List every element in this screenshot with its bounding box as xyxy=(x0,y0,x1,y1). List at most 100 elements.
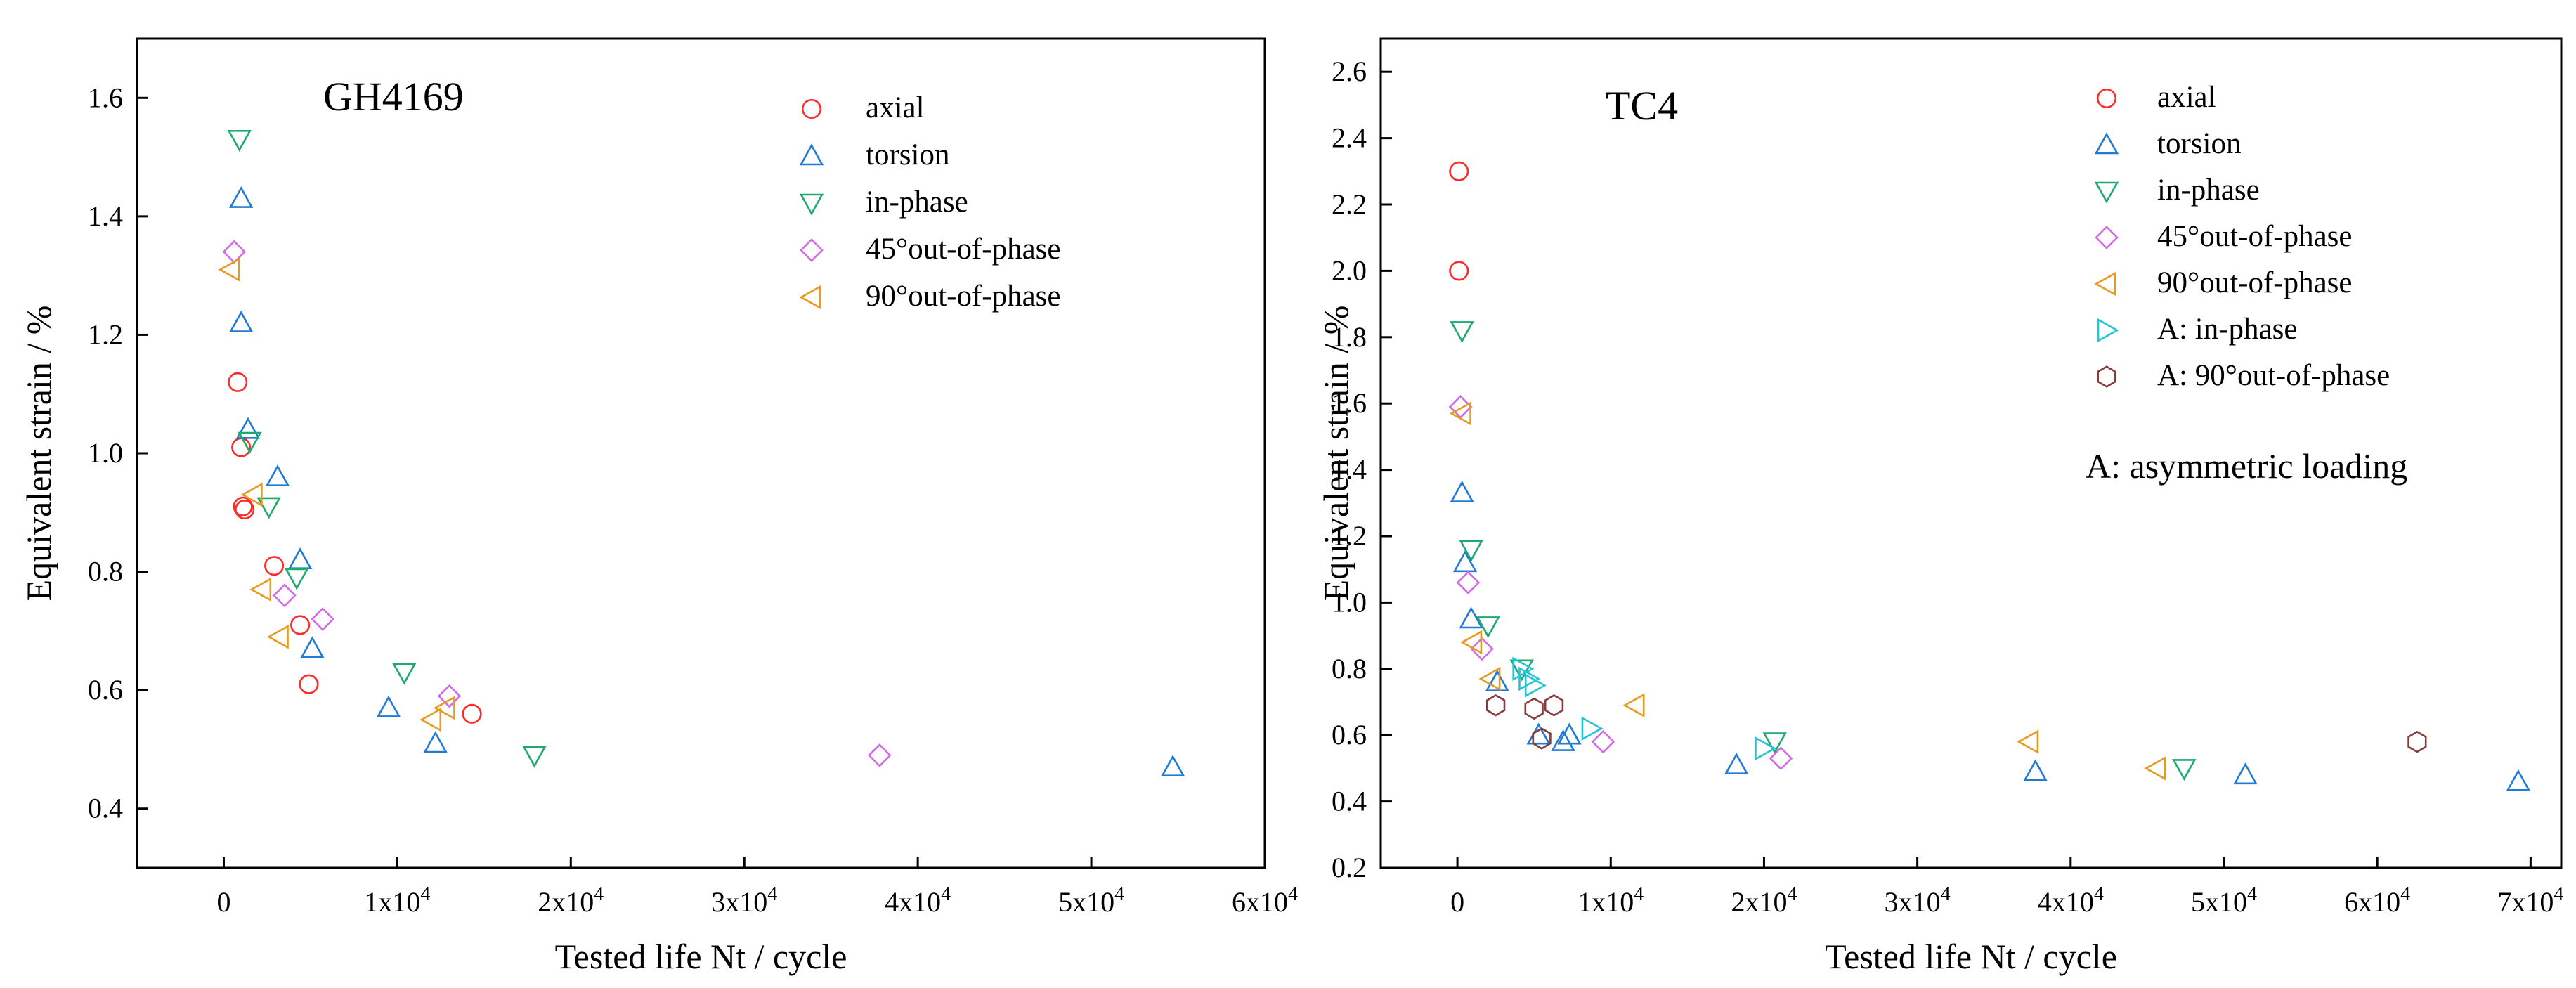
data-point xyxy=(1449,261,1469,281)
data-point xyxy=(867,743,892,767)
legend-label: A: 90°out-of-phase xyxy=(2157,359,2390,392)
data-point xyxy=(1476,616,1500,639)
data-point xyxy=(1449,161,1469,181)
x-tick-exponent: 4 xyxy=(2554,883,2563,905)
legend-marker-a-90-out-of-phase xyxy=(2097,365,2116,388)
x-tick-exponent: 4 xyxy=(1114,883,1124,905)
legend-label: in-phase xyxy=(866,186,968,219)
y-tick-label: 2.0 xyxy=(1332,254,1367,286)
series-torsion xyxy=(1450,480,2531,791)
x-tick-label: 6x104 xyxy=(2344,883,2410,918)
legend-label: in-phase xyxy=(2157,174,2260,207)
x-tick-base: 6x10 xyxy=(1232,886,1288,918)
data-point xyxy=(433,696,455,720)
x-tick-exponent: 4 xyxy=(2400,883,2410,905)
data-point xyxy=(266,625,289,649)
series-90-out-of-phase xyxy=(1449,401,2166,781)
data-point xyxy=(311,607,335,631)
x-tick-label: 1x104 xyxy=(364,883,430,918)
x-tick-exponent: 4 xyxy=(2094,883,2104,905)
data-point xyxy=(228,310,254,332)
data-point xyxy=(265,464,290,487)
x-tick-exponent: 4 xyxy=(1787,883,1797,905)
plot-frame xyxy=(136,37,1266,869)
series-in-phase xyxy=(1450,321,2197,781)
data-point xyxy=(1526,722,1551,745)
legend-label: A: in-phase xyxy=(2157,313,2297,346)
data-point xyxy=(1478,666,1501,691)
x-tick-label: 2x104 xyxy=(538,883,604,918)
x-tick-label: 4x104 xyxy=(2038,883,2104,918)
x-tick-exponent: 4 xyxy=(1941,883,1951,905)
series-axial xyxy=(228,372,482,724)
x-axis-label: Tested life Nt / cycle xyxy=(555,937,847,976)
data-point xyxy=(376,695,401,717)
legend-label: axial xyxy=(866,91,925,124)
data-point xyxy=(233,496,253,516)
y-tick-label: 1.2 xyxy=(1332,520,1367,552)
legend-marker-torsion xyxy=(799,143,824,166)
legend-label: 90°out-of-phase xyxy=(2157,266,2353,299)
x-tick-label: 7x104 xyxy=(2497,883,2563,918)
y-tick-label: 0.6 xyxy=(88,674,123,706)
data-point xyxy=(235,500,255,520)
y-tick-label: 1.2 xyxy=(88,318,123,350)
legend-marker-axial xyxy=(801,98,822,119)
data-point xyxy=(522,746,547,768)
x-tick-base: 3x10 xyxy=(711,886,767,918)
x-tick-base: 2x10 xyxy=(538,886,594,918)
data-point xyxy=(462,703,482,724)
data-point xyxy=(1762,732,1787,755)
data-point xyxy=(1557,722,1582,745)
data-point xyxy=(299,674,319,694)
series-45-out-of-phase xyxy=(222,240,892,767)
plot-frame xyxy=(1379,37,2563,869)
data-point xyxy=(1459,606,1483,629)
data-point xyxy=(249,577,272,602)
y-axis-label: Equivalent strain / % xyxy=(1316,306,1355,602)
legend: axial torsion in-phase 45°out-of-phase 90°ou… xyxy=(799,91,1061,313)
legend-marker-45-out-of-phase xyxy=(800,238,824,262)
x-tick-label: 1x104 xyxy=(1578,883,1644,918)
data-point xyxy=(419,708,442,732)
legend-marker-in-phase xyxy=(2094,181,2119,204)
data-point xyxy=(1769,746,1793,771)
data-point xyxy=(1551,729,1575,751)
data-point xyxy=(1532,727,1552,750)
data-point xyxy=(227,130,252,152)
data-point xyxy=(1485,670,1510,692)
y-tick-label: 2.4 xyxy=(1332,122,1367,154)
data-point xyxy=(273,583,297,608)
y-axis-label: Equivalent strain / % xyxy=(19,306,58,602)
y-tick-label: 0.2 xyxy=(1332,852,1367,883)
data-point xyxy=(1518,666,1541,691)
legend-marker-in-phase xyxy=(799,193,824,216)
x-tick-base: 4x10 xyxy=(2038,886,2094,918)
data-point xyxy=(392,663,417,685)
y-tick-label: 0.8 xyxy=(1332,653,1367,684)
x-axis-label: Tested life Nt / cycle xyxy=(1825,937,2117,976)
x-tick-exponent: 4 xyxy=(594,883,604,905)
x-tick-label: 2x104 xyxy=(1731,883,1797,918)
data-point xyxy=(1470,637,1494,661)
x-tick-label: 0 xyxy=(216,886,230,918)
x-tick-label: 3x104 xyxy=(711,883,777,918)
data-point xyxy=(1724,753,1749,774)
legend: axial torsion in-phase 45°out-of-phase 90°ou… xyxy=(2094,81,2390,392)
data-point xyxy=(2144,756,2166,781)
data-point xyxy=(1512,656,1535,682)
data-point xyxy=(1755,736,1777,761)
legend-marker-90-out-of-phase xyxy=(2094,271,2116,297)
x-tick-base: 6x10 xyxy=(2344,886,2400,918)
data-point xyxy=(228,186,254,208)
data-point xyxy=(287,547,313,570)
legend-marker-45-out-of-phase xyxy=(2095,226,2119,249)
x-tick-exponent: 4 xyxy=(2247,883,2257,905)
y-tick-label: 1.0 xyxy=(1332,586,1367,618)
series-a-in-phase xyxy=(1512,656,1777,761)
data-point xyxy=(218,257,240,282)
panel-label: TC4 xyxy=(1606,83,1678,129)
legend-label: 45°out-of-phase xyxy=(2157,220,2353,253)
series-in-phase xyxy=(227,130,547,768)
